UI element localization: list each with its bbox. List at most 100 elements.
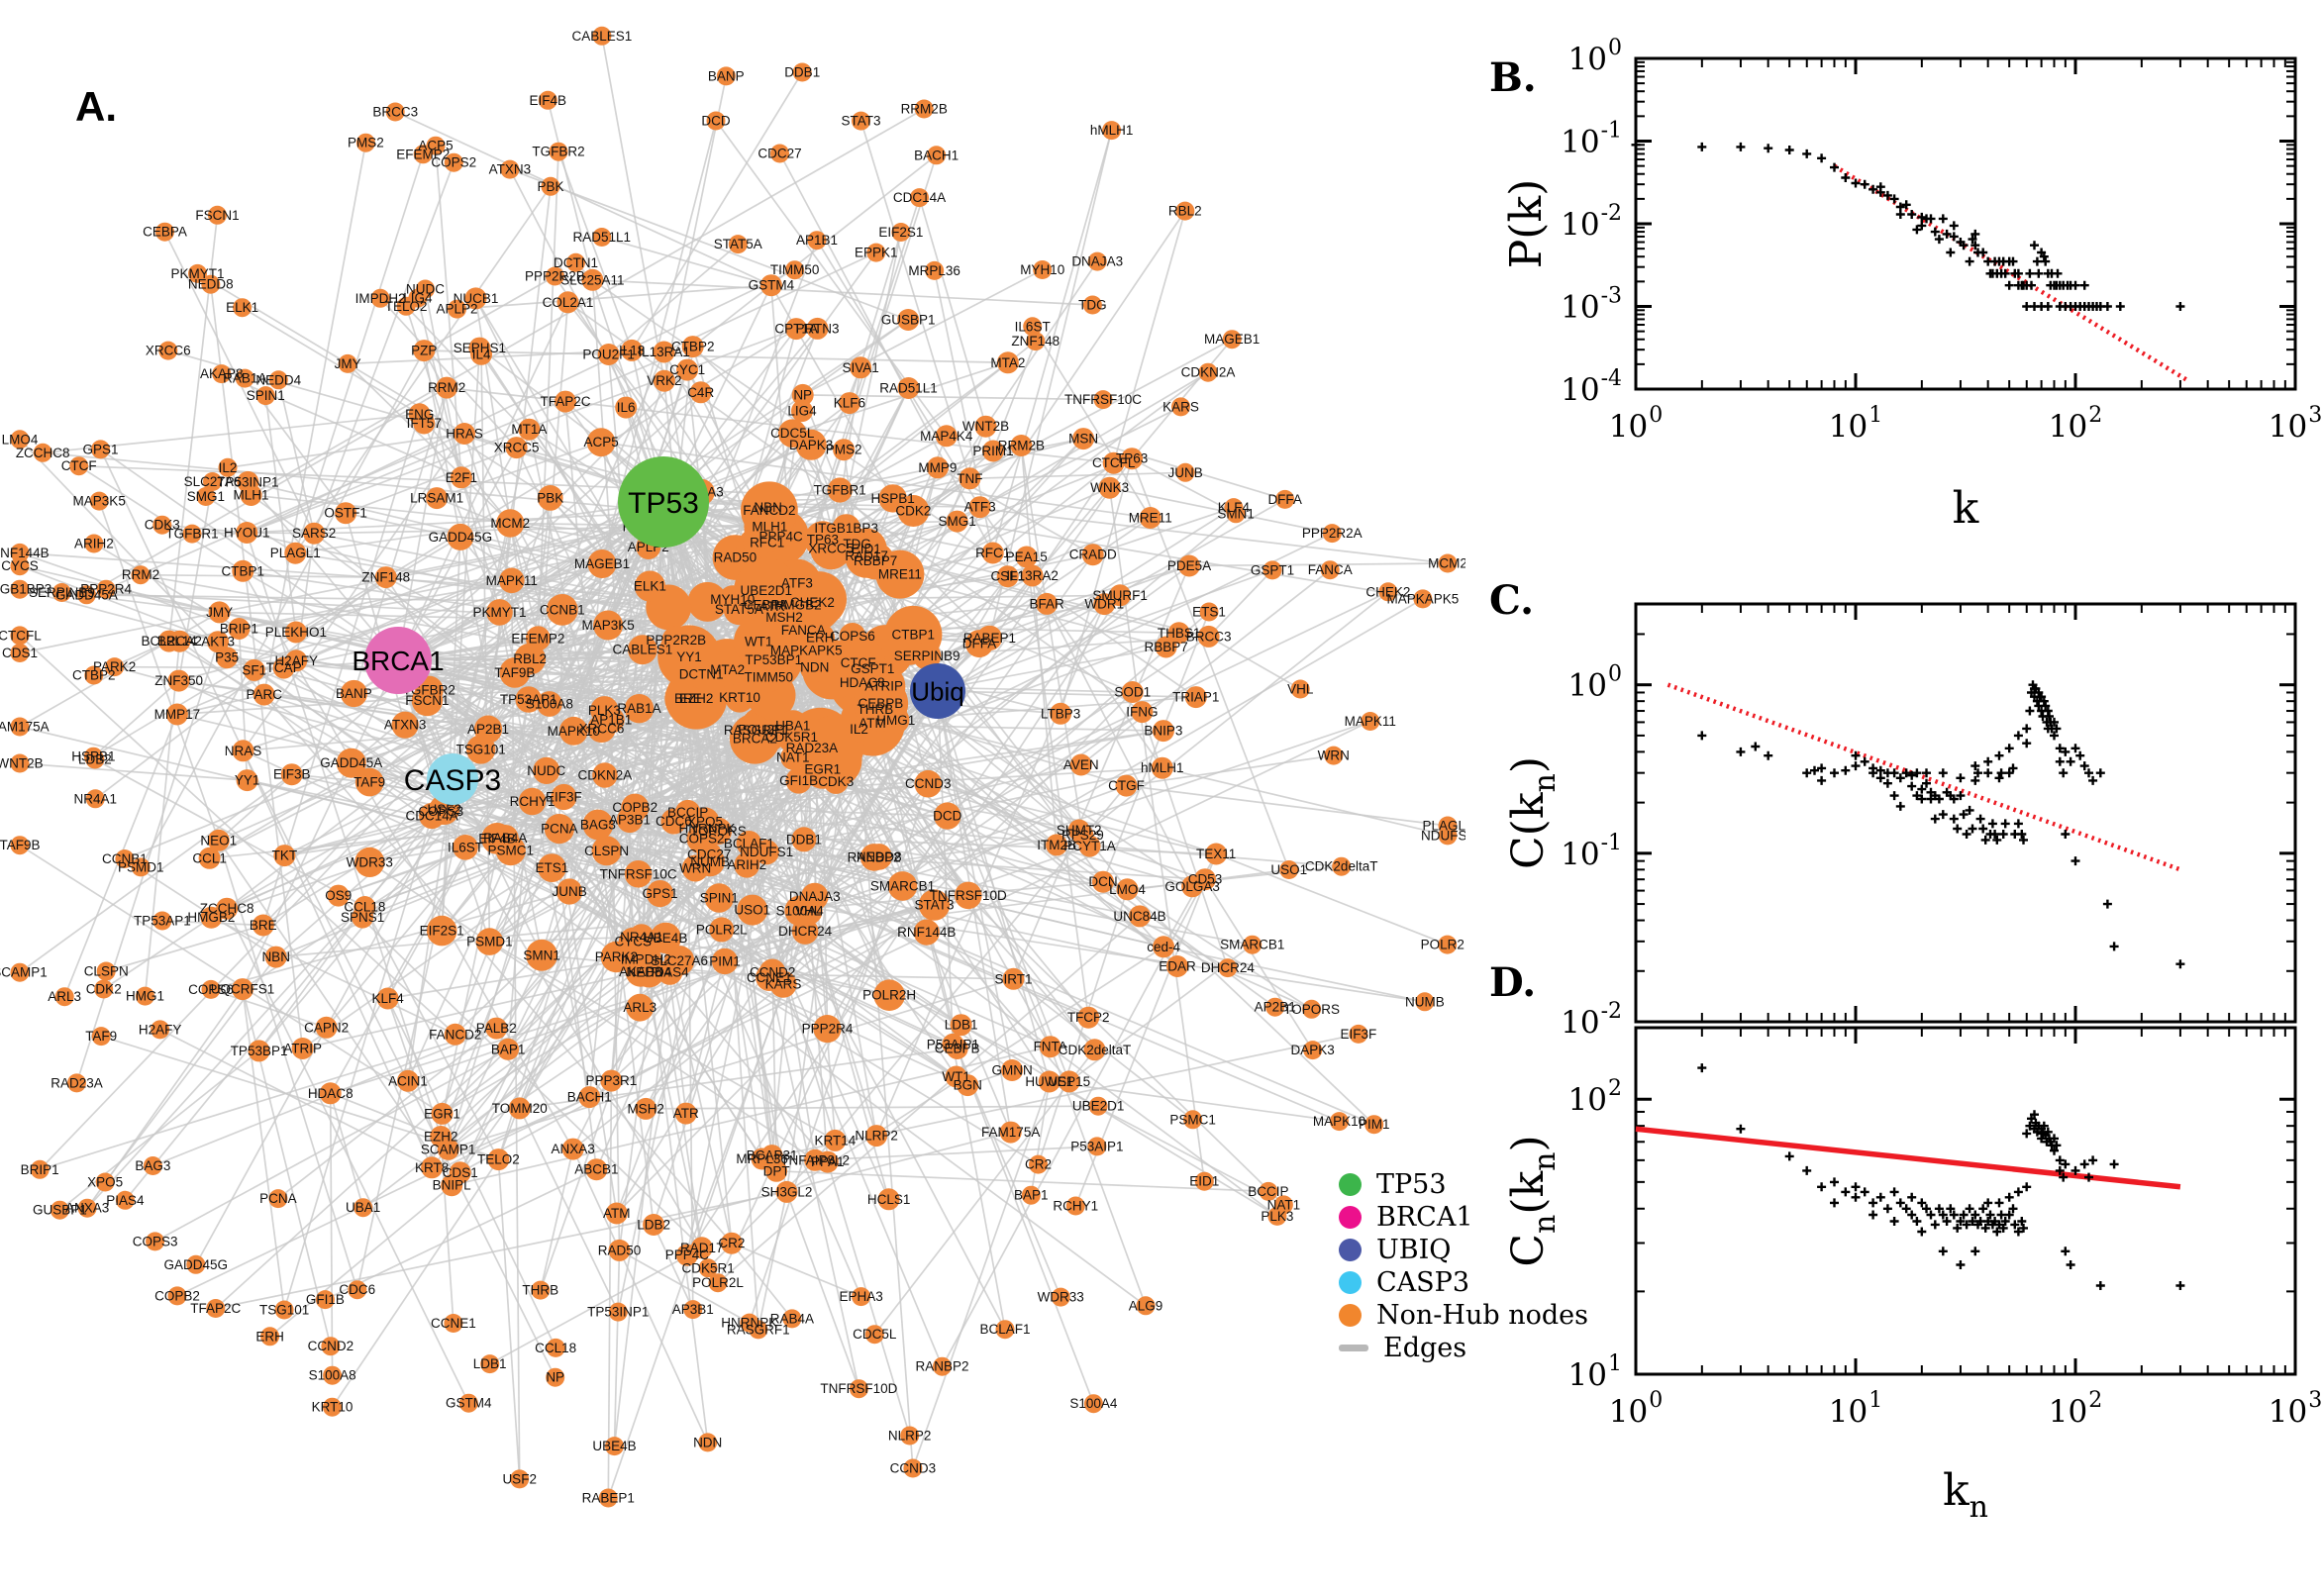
data-point (1817, 763, 1827, 773)
data-point (1962, 1220, 1971, 1230)
network-edge (1025, 556, 1090, 1018)
network-node-label: BNIP3 (1144, 724, 1182, 739)
data-point (2022, 1129, 2032, 1139)
network-node (391, 711, 419, 739)
network-node (1010, 435, 1033, 456)
data-point (1998, 830, 2008, 839)
network-node (546, 1367, 565, 1387)
network-node (33, 443, 52, 462)
data-point (1938, 810, 1948, 820)
network-node-label: CDK2 (86, 982, 122, 997)
network-node (323, 1397, 342, 1417)
network-node-label: KRT8 (415, 1160, 449, 1175)
network-node (1378, 582, 1398, 602)
network-node-label: TGFBR2 (532, 145, 584, 159)
legend: TP53 BRCA1 UBIQ CASP3 Non-Hub nodes Edges (1339, 1168, 1588, 1364)
network-node-label: IL2 (850, 722, 868, 737)
network-node-label: SIRT1 (994, 971, 1032, 986)
network-node-label: ERH (255, 1329, 284, 1344)
network-node-label: SPIN1 (700, 891, 739, 906)
network-node-label: GPS1 (82, 442, 118, 456)
network-node (1029, 1154, 1048, 1174)
network-node-label: AP3B1 (609, 813, 651, 828)
data-point (1830, 1198, 1839, 1208)
network-node (188, 263, 207, 283)
network-node-label: PIAS4 (106, 1193, 145, 1208)
network-node (816, 1150, 839, 1173)
network-edge (557, 150, 633, 351)
network-node (240, 484, 262, 506)
network-node (76, 585, 96, 605)
axis-tick-label: 10-1 (1561, 119, 1622, 160)
network-node (704, 883, 734, 913)
data-point (2043, 302, 2053, 311)
network-node-label: FSCN1 (195, 208, 239, 223)
network-node-label: HSPB1 (871, 491, 915, 506)
network-node-label: ZNF148 (1011, 334, 1060, 349)
network-node (769, 970, 797, 998)
network-node (243, 658, 265, 681)
network-edge (331, 1158, 500, 1408)
network-node (1102, 121, 1122, 141)
network-node-label: PRIM1 (972, 444, 1013, 458)
network-edge (124, 857, 277, 958)
data-point (1934, 235, 1944, 245)
network-node-label: BCCIP (1248, 1184, 1288, 1199)
network-node (216, 647, 239, 669)
network-node-label: NEO1 (200, 833, 237, 848)
network-node-label: JMY (206, 605, 233, 620)
network-edge (1081, 591, 1389, 836)
network-node-label: NDN (800, 660, 829, 675)
network-node-label: JUNB (1167, 465, 1202, 480)
network-edge (209, 526, 770, 859)
data-point (1992, 1227, 2002, 1237)
data-point (1956, 791, 1966, 801)
network-node (675, 1244, 698, 1266)
network-node-label: MAP3K5 (73, 494, 126, 509)
network-node (621, 339, 644, 361)
network-node-label: CRADD (1069, 548, 1117, 562)
data-point (2013, 268, 2023, 278)
network-node (950, 1014, 972, 1037)
network-node (877, 1188, 900, 1211)
data-point (2004, 744, 2014, 753)
network-node-label: EIF2S1 (878, 225, 923, 240)
network-edge (347, 362, 511, 525)
network-edge (608, 243, 739, 355)
network-edge (956, 1047, 1095, 1405)
network-node-label: CTCFL (0, 628, 42, 643)
network-node (252, 914, 274, 937)
network-node-label: UBA1 (775, 719, 810, 734)
network-edge (1092, 506, 1235, 556)
network-node-label: CEBPB (858, 696, 904, 711)
network-node (203, 472, 222, 491)
network-node-label: EPPK1 (855, 246, 898, 260)
network-node (597, 344, 620, 365)
network-node-label: CPT1A (774, 322, 818, 337)
network-node-label: HRAS (446, 427, 483, 442)
network-node (1001, 1059, 1024, 1081)
network-node-label: EIF2S1 (420, 924, 464, 939)
data-point (2050, 731, 2059, 741)
data-point (2000, 268, 2010, 278)
network-node (236, 522, 258, 544)
network-edge (767, 977, 860, 1389)
network-node-label: TFAP2C (540, 394, 590, 409)
network-node-label: TNF (957, 471, 982, 486)
network-node-label: SMN1 (523, 948, 560, 962)
network-node (1224, 498, 1244, 518)
network-node (1155, 636, 1177, 658)
network-node-label: PARK2 (93, 659, 136, 674)
network-node-label: CCNB1 (540, 602, 585, 617)
network-node-label: IMPDH2 (621, 952, 671, 967)
network-node-label: NP (546, 1370, 564, 1385)
network-node-label: ZNF148 (361, 570, 410, 585)
network-node-label: NEDD4 (627, 964, 672, 979)
network-node-label: CDC27 (758, 147, 801, 161)
network-node-label: CCL18 (535, 1341, 576, 1355)
network-node (946, 1038, 968, 1059)
data-point (2084, 768, 2093, 778)
network-edge (39, 658, 531, 1170)
network-node-label: DPT (763, 1163, 790, 1178)
